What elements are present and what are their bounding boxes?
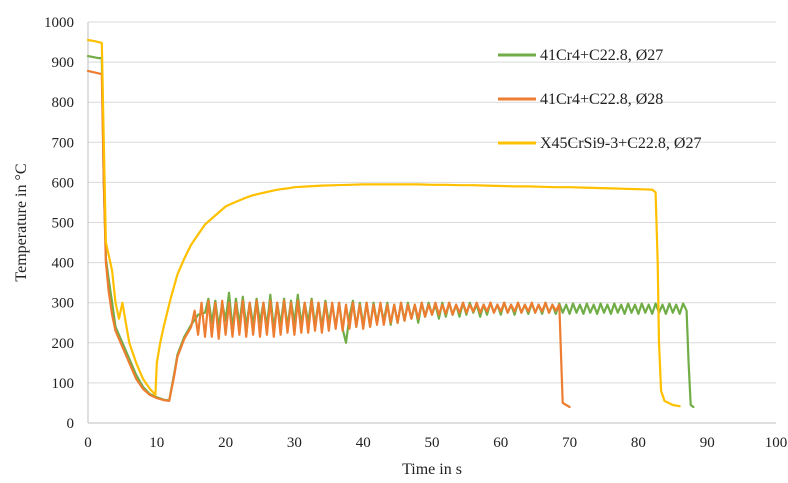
- y-tick-label: 500: [52, 216, 75, 232]
- y-tick-label: 200: [52, 336, 75, 352]
- legend-label-1: 41Cr4+C22.8, Ø27: [540, 47, 663, 64]
- y-tick-label: 600: [52, 175, 75, 191]
- y-tick-label: 400: [52, 256, 75, 272]
- x-tick-label: 40: [356, 435, 371, 451]
- x-tick-label: 50: [425, 435, 440, 451]
- legend: 41Cr4+C22.8, Ø27 41Cr4+C22.8, Ø28 X45CrSi9…: [498, 47, 701, 152]
- y-tick-label: 0: [67, 416, 75, 432]
- x-tick-label: 30: [287, 435, 302, 451]
- y-axis-title: Temperature in °C: [13, 163, 30, 281]
- y-tick-label: 700: [52, 135, 75, 151]
- x-tick-label: 90: [700, 435, 715, 451]
- x-tick-label: 0: [84, 435, 92, 451]
- legend-label-2: 41Cr4+C22.8, Ø28: [540, 91, 663, 108]
- x-tick-label: 80: [631, 435, 646, 451]
- series-line-2: [86, 69, 571, 409]
- y-tick-label: 300: [52, 296, 75, 312]
- legend-label-3: X45CrSi9-3+C22.8, Ø27: [540, 135, 701, 152]
- x-tick-label: 60: [493, 435, 508, 451]
- x-tick-label: 20: [218, 435, 233, 451]
- x-tick-label: 100: [765, 435, 788, 451]
- tick-labels: 0 100 200 300 400 500 600 700 800 900 1000 0 10 20 30 4…: [44, 15, 787, 451]
- grid-lines: [87, 21, 776, 424]
- y-tick-label: 100: [52, 376, 75, 392]
- y-tick-label: 1000: [44, 15, 74, 31]
- x-tick-label: 10: [149, 435, 164, 451]
- series-lines: [86, 38, 695, 409]
- x-tick-label: 70: [562, 435, 577, 451]
- series-line-3: [86, 38, 681, 408]
- y-tick-label: 800: [52, 95, 75, 111]
- y-tick-label: 900: [52, 55, 75, 71]
- x-axis-title: Time in s: [402, 461, 462, 478]
